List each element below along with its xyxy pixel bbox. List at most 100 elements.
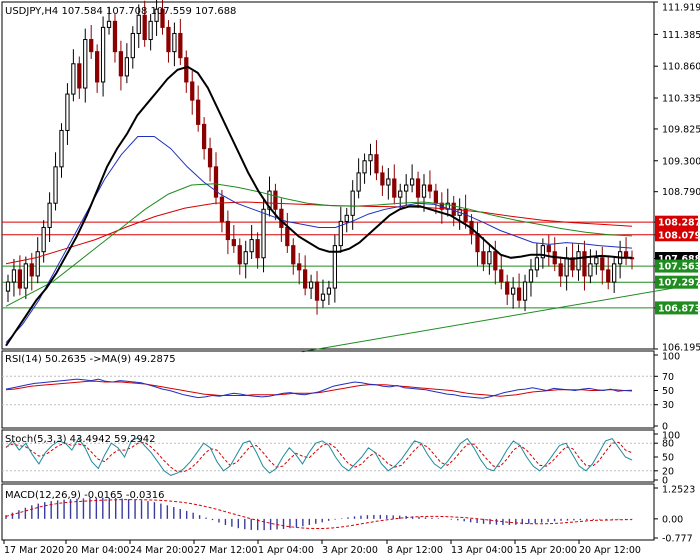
candle-body: [53, 166, 58, 204]
rsi-frame: [1, 350, 655, 429]
candle-body: [386, 178, 391, 186]
candle-body: [249, 239, 254, 253]
candle-body: [368, 154, 373, 162]
trendline: [301, 282, 700, 353]
candle-body: [291, 245, 296, 265]
price-badge-label: 106.873: [658, 303, 700, 314]
stoch-frame: [1, 429, 655, 483]
rsi-y-tick-label: 30: [662, 400, 674, 411]
rsi-y-tick-label: 70: [662, 372, 674, 383]
main-frame: [1, 1, 655, 350]
stoch-main-line: [5, 437, 633, 476]
candle-body: [100, 26, 106, 83]
price-badge-label: 107.297: [658, 278, 700, 289]
candle-body: [505, 281, 510, 295]
price-badge-label: 107.688: [658, 254, 700, 265]
rsi-title: RSI(14) 50.2635 ->MA(9) 49.2875: [5, 354, 176, 365]
price-badge: [655, 228, 698, 242]
rsi-y-tick-label: 100: [662, 352, 680, 363]
candle-body: [415, 178, 421, 198]
candle-body: [231, 239, 236, 247]
macd-frame: [1, 483, 655, 541]
macd-signal-line: [5, 499, 633, 529]
candle-body: [612, 263, 617, 283]
main-y-tick-label: 109.825: [662, 124, 700, 135]
candle-body: [374, 154, 379, 174]
candle-body: [570, 257, 575, 271]
x-tick-label: 20 Apr 12:00: [579, 545, 641, 556]
main-price-pane: 111.919 111.385 110.860 110.335 109.825 109.3…: [1, 0, 700, 354]
stoch-y-tick-label: 80: [662, 439, 674, 450]
candle-body: [303, 269, 308, 289]
candle-body: [154, 8, 159, 22]
candle-body: [540, 245, 545, 259]
candle-body: [600, 257, 605, 271]
price-badge: [655, 259, 698, 273]
x-tick-label: 1 Apr 04:00: [258, 545, 314, 556]
main-y-tick-label: 108.790: [662, 187, 700, 198]
candle-body: [184, 57, 189, 83]
candle-body: [148, 20, 153, 41]
candle-body: [77, 63, 82, 89]
candle-body: [594, 257, 599, 265]
candle-body: [356, 172, 361, 192]
main-y-tick-label: 110.860: [662, 62, 700, 73]
rsi-y-tick-label: 0: [662, 422, 668, 433]
candle-body: [196, 99, 201, 125]
candle-body: [112, 20, 118, 53]
candle-body: [534, 257, 540, 271]
candle-body: [190, 81, 195, 101]
candle-body: [499, 269, 504, 283]
candle-body: [285, 226, 290, 247]
candle-body: [17, 269, 23, 289]
candle-body: [433, 190, 439, 204]
candle-body: [273, 190, 278, 210]
candle-body: [320, 293, 326, 301]
candle-body: [237, 245, 242, 265]
candle-body: [332, 245, 337, 289]
candle-body: [338, 220, 343, 247]
candle-body: [267, 190, 272, 210]
candle-body: [225, 220, 231, 241]
candle-body: [23, 263, 28, 289]
macd-y-tick-label: -0.777: [662, 534, 693, 545]
candle-body: [11, 269, 17, 283]
price-badge: [655, 275, 698, 289]
stoch-signal-line: [5, 441, 633, 473]
candle-body: [106, 20, 112, 28]
candle-body: [475, 233, 480, 253]
price-badge: [655, 301, 698, 315]
candle-body: [166, 26, 171, 53]
macd-title: MACD(12,26,9) -0.0165 -0.0316: [5, 490, 165, 501]
main-y-tick-label: 106.195: [662, 343, 700, 354]
stoch-y-tick-label: 50: [662, 453, 674, 464]
macd-y-tick-label: 0.00: [662, 514, 683, 525]
candle-body: [362, 160, 367, 174]
candle-body: [558, 263, 563, 277]
candle-body: [314, 281, 320, 301]
candle-body: [178, 32, 183, 59]
candle-body: [130, 32, 135, 59]
candle-body: [606, 269, 611, 283]
candle-body: [213, 166, 219, 198]
candle-body: [546, 245, 551, 253]
ma-green-line: [5, 183, 633, 307]
x-tick-label: 8 Apr 12:00: [387, 545, 443, 556]
candle-body: [326, 287, 332, 295]
candle-body: [207, 148, 213, 168]
candle-body: [95, 51, 100, 83]
price-badge-label: 108.287: [658, 218, 700, 229]
candle-body: [47, 202, 52, 228]
candle-body: [576, 251, 581, 271]
stoch-y-tick-label: 100: [662, 431, 680, 442]
x-tick-label: 17 Mar 2020: [4, 545, 64, 556]
candle-body: [409, 178, 415, 186]
x-tick-label: 3 Apr 20:00: [322, 545, 378, 556]
candle-body: [564, 257, 569, 277]
candle-body: [344, 214, 349, 222]
candle-body: [71, 63, 76, 95]
candle-body: [41, 226, 46, 253]
x-tick-label: 27 Mar 12:00: [194, 545, 257, 556]
candle-body: [35, 251, 40, 277]
x-tick-label: 20 Mar 04:00: [66, 545, 129, 556]
